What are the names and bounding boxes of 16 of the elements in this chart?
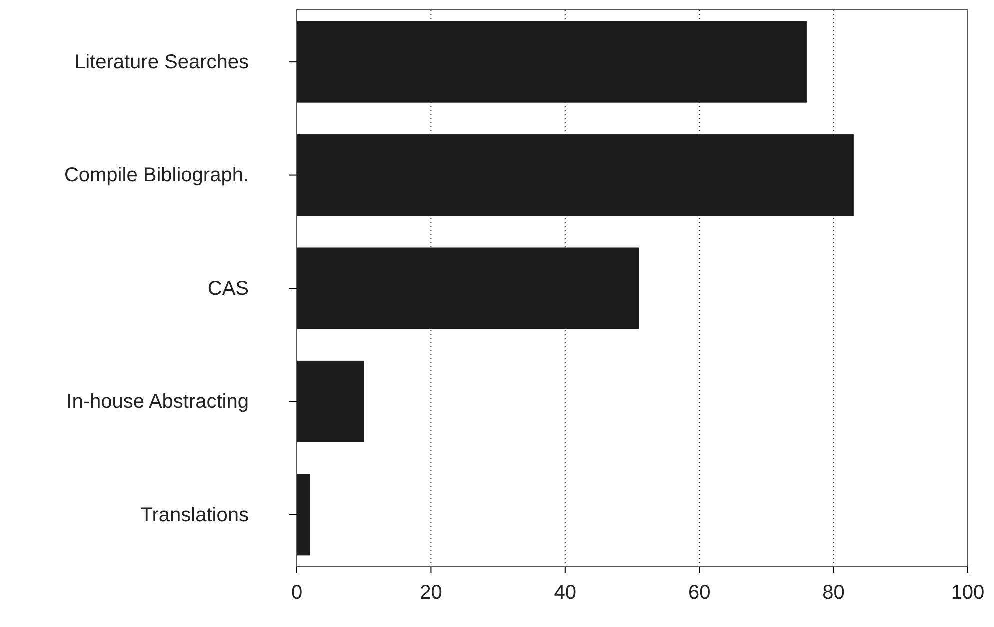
bar	[297, 134, 854, 216]
x-tick-label: 0	[291, 582, 303, 604]
x-tick-label: 40	[554, 582, 577, 604]
x-tick-label: 100	[951, 582, 985, 604]
y-tick-label: Compile Bibliograph.	[64, 164, 249, 187]
bar	[297, 474, 310, 556]
y-tick-label: In-house Abstracting	[66, 391, 249, 414]
y-tick-label: Translations	[140, 504, 249, 526]
y-tick-label: CAS	[208, 278, 249, 300]
bar	[297, 21, 807, 103]
x-tick-label: 80	[822, 582, 845, 604]
x-tick-label: 20	[420, 582, 442, 604]
y-tick-label: Literature Searches	[74, 51, 249, 74]
bar	[297, 360, 364, 442]
x-tick-label: 60	[688, 582, 711, 604]
bar	[297, 248, 640, 330]
